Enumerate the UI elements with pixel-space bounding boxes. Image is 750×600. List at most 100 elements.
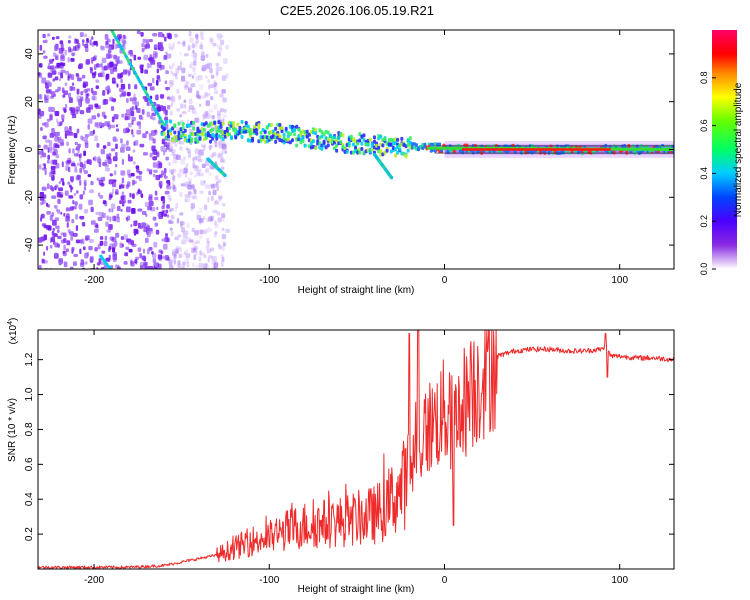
spectrogram-noise-cell [120,184,125,189]
spectrogram-noise-cell [178,246,182,250]
spectrogram-noise-cell [215,62,220,67]
spectrogram-ridge-cell [612,150,616,155]
spectrogram-noise-cell [90,206,94,213]
spectrogram-noise-cell [220,261,224,268]
spectrogram-noise-cell [83,89,88,93]
spectrogram-ridge-cell [232,120,236,125]
spectrogram-noise-cell [97,217,103,221]
spectrogram-noise-cell [160,170,164,175]
spectrogram-noise-cell [183,99,187,104]
spectrogram-noise-cell [119,93,122,98]
spectrogram-noise-cell [172,183,175,190]
spectrogram-noise-cell [182,261,186,266]
spectrogram-noise-cell [75,239,81,244]
spectrogram-noise-cell [212,189,217,196]
spectrogram-noise-cell [219,93,224,98]
spectrogram-ytick-label: -20 [24,190,35,205]
spectrogram-ridge-cell [312,139,316,144]
spectrogram-noise-cell [131,129,134,135]
spectrogram-noise-cell [203,263,208,269]
spectrogram-noise-cell [152,32,158,37]
spectrogram-noise-cell [215,66,219,72]
spectrogram-noise-cell [66,159,72,164]
spectrogram-noise-cell [99,240,104,246]
spectrogram-noise-cell [203,254,207,259]
spectrogram-noise-cell [224,150,228,155]
spectrogram-ridge-cell [290,138,294,143]
spectrogram-ridge-cell [177,121,181,126]
spectrogram-noise-cell [82,168,85,172]
spectrogram-noise-cell [105,40,109,45]
spectrogram-noise-cell [43,234,48,241]
spectrogram-noise-cell [84,261,88,265]
spectrogram-ridge-cell [339,140,343,145]
spectrogram-noise-cell [149,86,155,91]
spectrogram-noise-cell [132,134,135,138]
spectrogram-noise-cell [146,101,150,107]
spectrogram-noise-cell [81,74,86,79]
spectrogram-noise-cell [144,202,149,207]
spectrogram-noise-cell [113,114,119,120]
spectrogram-noise-cell [127,128,131,133]
spectrogram-noise-cell [185,249,189,254]
spectrogram-noise-cell [169,144,173,151]
spectrogram-noise-cell [146,111,151,118]
spectrogram-noise-cell [137,222,141,229]
spectrogram-noise-cell [98,161,102,168]
spectrogram-ridge-cell [190,139,194,144]
spectrogram-ridge-cell [259,130,263,135]
spectrogram-streak-cell [161,122,165,126]
spectrogram-noise-cell [172,254,178,259]
spectrogram-noise-cell [205,264,210,269]
spectrogram-noise-cell [171,146,174,150]
spectrogram-noise-cell [152,162,158,168]
spectrogram-noise-cell [191,52,195,58]
spectrogram-ridge-cell [173,123,177,128]
spectrogram-noise-cell [189,171,193,176]
spectrogram-noise-cell [164,116,169,121]
spectrogram-noise-cell [63,90,69,96]
spectrogram-noise-cell [164,255,169,261]
spectrogram-noise-cell [110,124,116,129]
spectrogram-noise-cell [152,53,157,59]
spectrogram-noise-cell [210,96,214,101]
spectrogram-noise-cell [63,244,66,251]
spectrogram-noise-cell [135,256,140,260]
spectrogram-noise-cell [104,159,109,163]
spectrogram-noise-cell [41,186,47,191]
spectrogram-noise-cell [192,162,196,169]
spectrogram-noise-cell [60,69,66,74]
spectrogram-noise-cell [167,53,172,59]
spectrogram-noise-cell [85,59,91,65]
spectrogram-noise-cell [41,213,45,219]
spectrogram-noise-cell [216,113,222,119]
snr-xtick-label: 0 [442,575,448,586]
spectrogram-noise-cell [83,170,88,174]
spectrogram-noise-cell [43,251,46,256]
spectrogram-ridge-cell [198,136,202,141]
spectrogram-noise-cell [196,170,201,174]
spectrogram-noise-cell [205,75,208,79]
spectrogram-noise-cell [92,129,95,135]
spectrogram-noise-cell [118,60,123,64]
spectrogram-xtick-label: 100 [611,275,628,286]
spectrogram-noise-cell [52,159,58,165]
spectrogram-noise-cell [40,127,43,131]
spectrogram-ridge-cell [358,150,362,155]
spectrogram-noise-cell [54,76,59,81]
spectrogram-noise-cell [187,181,192,186]
spectrogram-noise-cell [110,203,116,209]
spectrogram-noise-cell [49,244,53,249]
snr-ytick-label: 0.2 [24,527,35,541]
spectrogram-noise-cell [115,57,120,63]
spectrogram-noise-cell [185,253,191,258]
spectrogram-noise-cell [173,259,176,265]
spectrogram-noise-cell [172,159,178,164]
spectrogram-noise-cell [193,57,197,62]
spectrogram-noise-cell [152,138,156,144]
spectrogram-noise-cell [220,157,225,163]
spectrogram-noise-cell [208,144,213,149]
spectrogram-ridge-cell [347,141,351,146]
spectrogram-noise-cell [47,225,52,231]
spectrogram-noise-cell [171,62,175,67]
